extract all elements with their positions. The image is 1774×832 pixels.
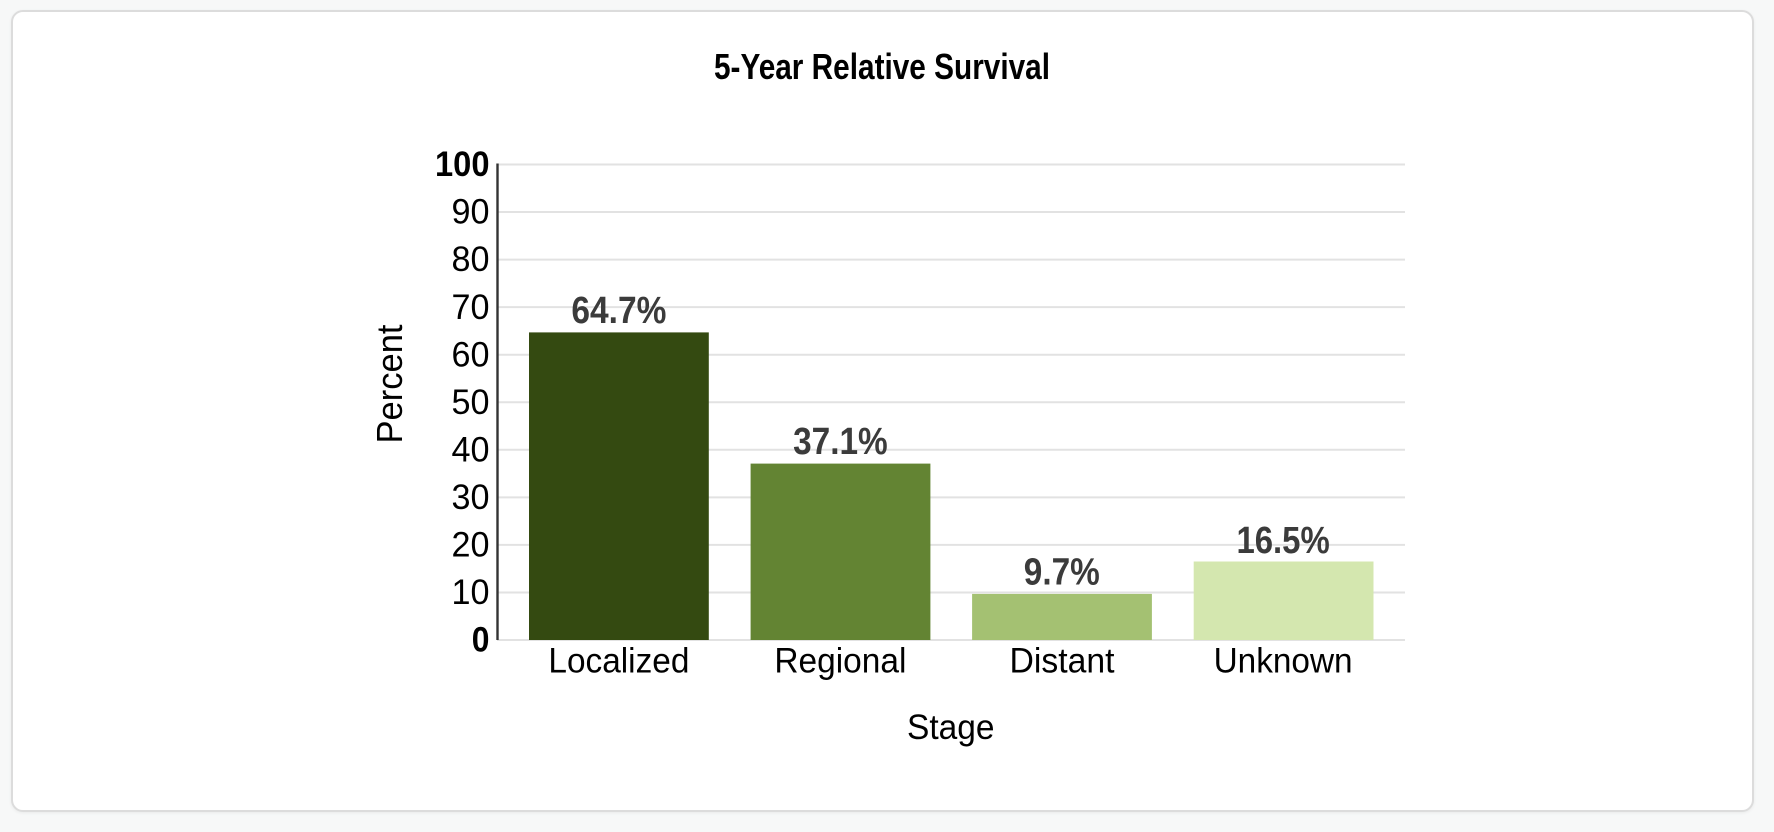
svg-text:Percent: Percent: [369, 325, 410, 444]
svg-text:90: 90: [452, 193, 490, 232]
svg-text:5-Year Relative Survival: 5-Year Relative Survival: [714, 46, 1050, 87]
svg-text:50: 50: [452, 383, 490, 422]
svg-text:64.7%: 64.7%: [571, 290, 666, 332]
svg-text:30: 30: [452, 478, 490, 517]
svg-text:40: 40: [452, 430, 490, 469]
svg-text:Stage: Stage: [907, 708, 995, 747]
svg-text:Distant: Distant: [1010, 642, 1115, 681]
svg-text:37.1%: 37.1%: [793, 421, 888, 463]
svg-text:20: 20: [452, 526, 490, 565]
svg-text:9.7%: 9.7%: [1024, 552, 1100, 594]
svg-text:Localized: Localized: [548, 642, 689, 681]
svg-text:70: 70: [452, 288, 490, 327]
svg-text:Regional: Regional: [774, 642, 906, 681]
svg-text:10: 10: [452, 573, 490, 612]
svg-text:Unknown: Unknown: [1214, 642, 1353, 681]
svg-text:0: 0: [472, 621, 490, 660]
svg-text:80: 80: [452, 240, 490, 279]
svg-text:60: 60: [452, 335, 490, 374]
svg-text:16.5%: 16.5%: [1236, 520, 1329, 562]
svg-text:100: 100: [435, 145, 490, 184]
